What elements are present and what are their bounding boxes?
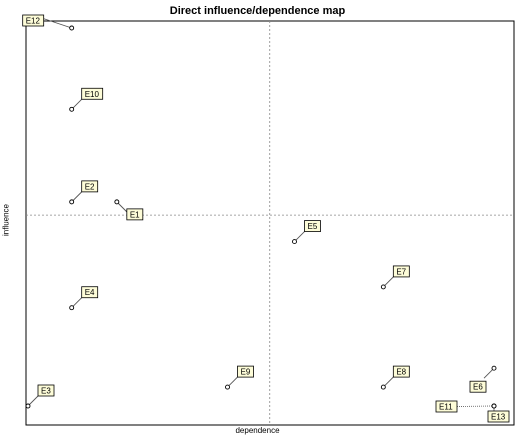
label-box-e2 xyxy=(81,180,99,193)
point-marker-e10 xyxy=(69,106,75,112)
label-box-e1 xyxy=(126,208,144,221)
point-label-e2: E2 xyxy=(85,182,95,191)
leader-e12 xyxy=(41,17,72,29)
label-box-e12 xyxy=(22,14,45,27)
label-box-e5 xyxy=(304,220,321,232)
label-box-e6 xyxy=(469,380,487,393)
point-label-e5: E5 xyxy=(307,222,317,231)
point-marker-e8 xyxy=(380,384,386,390)
point-marker-e3 xyxy=(25,403,31,409)
label-box-e8 xyxy=(392,365,410,378)
point-label-e4: E4 xyxy=(85,288,95,297)
point-marker-e7 xyxy=(380,284,386,290)
point-marker-e13 xyxy=(491,403,497,409)
point-marker-e9 xyxy=(225,384,230,390)
point-label-e13: E13 xyxy=(491,413,506,422)
label-box-e4 xyxy=(81,286,99,299)
label-box-e13 xyxy=(487,410,510,423)
point-marker-e1 xyxy=(114,199,120,205)
point-label-e7: E7 xyxy=(396,267,406,276)
leader-e11 xyxy=(456,405,493,407)
label-box-e10 xyxy=(81,87,104,100)
point-marker-e5 xyxy=(292,239,297,245)
label-box-e11 xyxy=(435,400,458,413)
point-marker-e12 xyxy=(69,25,75,31)
point-marker-e2 xyxy=(69,199,75,205)
label-box-e9 xyxy=(237,365,254,378)
label-box-e7 xyxy=(392,265,410,278)
point-label-e10: E10 xyxy=(85,90,100,99)
point-label-e6: E6 xyxy=(473,383,483,392)
point-label-e12: E12 xyxy=(26,17,41,26)
point-marker-e6 xyxy=(491,365,497,371)
label-box-e3 xyxy=(37,384,55,397)
chart-title: Direct influence/dependence map xyxy=(169,5,346,17)
point-marker-e4 xyxy=(69,305,75,311)
x-axis-label: dependence xyxy=(235,426,280,435)
point-label-e11: E11 xyxy=(439,403,453,412)
point-label-e8: E8 xyxy=(396,368,406,377)
point-label-e9: E9 xyxy=(241,368,251,377)
point-label-e3: E3 xyxy=(41,387,51,396)
point-label-e1: E1 xyxy=(130,210,140,219)
